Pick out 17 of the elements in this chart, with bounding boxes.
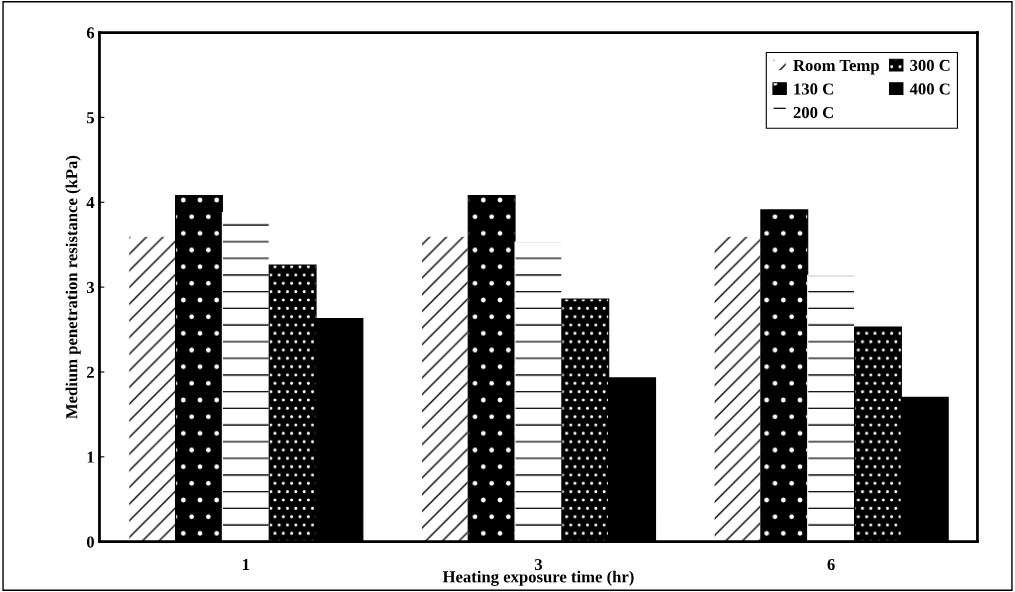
legend-label: 300 C (910, 59, 950, 72)
y-tick-label: 6 (86, 27, 95, 39)
y-tick-label: 1 (87, 451, 94, 463)
y-tick-label: 4 (86, 197, 95, 209)
legend-label: 400 C (909, 83, 950, 95)
x-axis-title: Heating exposure time (hr) (442, 570, 634, 586)
x-tick-label: 3 (534, 558, 543, 571)
x-tick-label: 6 (827, 558, 835, 571)
legend-label: 130 C (794, 83, 833, 95)
legend-label: Room Temp (793, 59, 879, 75)
x-tick-label: 1 (242, 558, 250, 570)
y-tick-label: 3 (86, 281, 95, 294)
y-tick-label: 0 (86, 536, 94, 548)
y-tick-label: 5 (86, 112, 94, 124)
y-tick-label: 2 (86, 366, 94, 378)
legend-label: 200 C (793, 106, 833, 119)
y-axis-title: Medium penetration resistance (kPa) (65, 155, 81, 419)
